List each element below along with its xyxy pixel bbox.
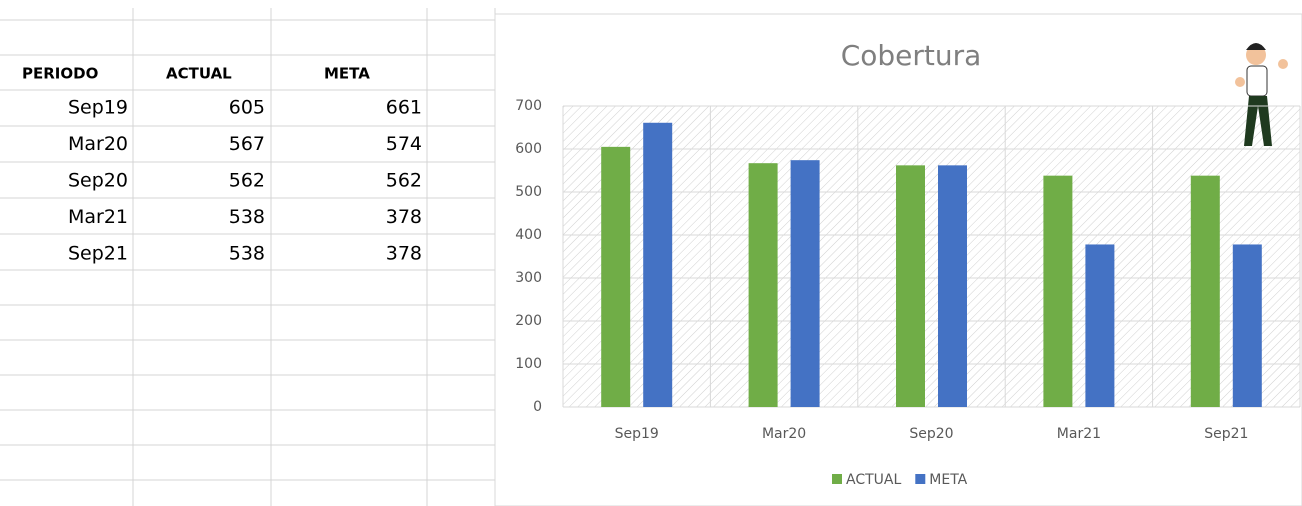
x-tick-label: Sep21 (1204, 426, 1248, 442)
y-tick-label: 700 (515, 98, 542, 114)
y-tick-label: 600 (515, 141, 542, 157)
column-header: PERIODO (22, 65, 98, 83)
y-tick-label: 100 (515, 356, 542, 372)
x-tick-label: Sep20 (909, 426, 953, 442)
number-cell: 378 (386, 206, 422, 228)
y-tick-label: 0 (533, 399, 542, 415)
period-cell: Mar21 (68, 206, 128, 228)
legend-label: ACTUAL (846, 472, 901, 488)
number-cell: 562 (386, 170, 422, 192)
number-cell: 661 (386, 97, 422, 119)
period-cell: Mar20 (68, 133, 128, 155)
bar (601, 147, 630, 407)
number-cell: 574 (386, 133, 422, 155)
bar (1085, 244, 1114, 407)
y-tick-label: 500 (515, 184, 542, 200)
period-cell: Sep20 (68, 170, 128, 192)
number-cell: 538 (229, 243, 265, 265)
x-tick-label: Mar20 (762, 426, 806, 442)
legend-swatch (832, 474, 842, 484)
period-cell: Sep19 (68, 97, 128, 119)
bar (1191, 176, 1220, 407)
period-cell: Sep21 (68, 243, 128, 265)
bar (643, 123, 672, 407)
column-header: META (324, 65, 370, 83)
bar (938, 165, 967, 407)
number-cell: 562 (229, 170, 265, 192)
y-tick-label: 200 (515, 313, 542, 329)
number-cell: 567 (229, 133, 265, 155)
bar (791, 160, 820, 407)
legend-label: META (929, 472, 967, 488)
legend-swatch (915, 474, 925, 484)
x-tick-label: Mar21 (1057, 426, 1101, 442)
bar (896, 165, 925, 407)
number-cell: 605 (229, 97, 265, 119)
number-cell: 538 (229, 206, 265, 228)
bar (749, 163, 778, 407)
column-header: ACTUAL (166, 65, 232, 83)
y-tick-label: 300 (515, 270, 542, 286)
page: Cobertura PERIODO ACTUAL META Sep19 605 661 Ma… (0, 0, 1302, 506)
bar (1043, 176, 1072, 407)
y-tick-label: 400 (515, 227, 542, 243)
screen: Cobertura PERIODO ACTUAL META Sep19 605 661 Ma… (0, 0, 1302, 506)
number-cell: 378 (386, 243, 422, 265)
bar (1233, 244, 1262, 407)
x-tick-label: Sep19 (615, 426, 659, 442)
plot-area (563, 106, 1300, 407)
chart-title: Cobertura (841, 39, 982, 72)
